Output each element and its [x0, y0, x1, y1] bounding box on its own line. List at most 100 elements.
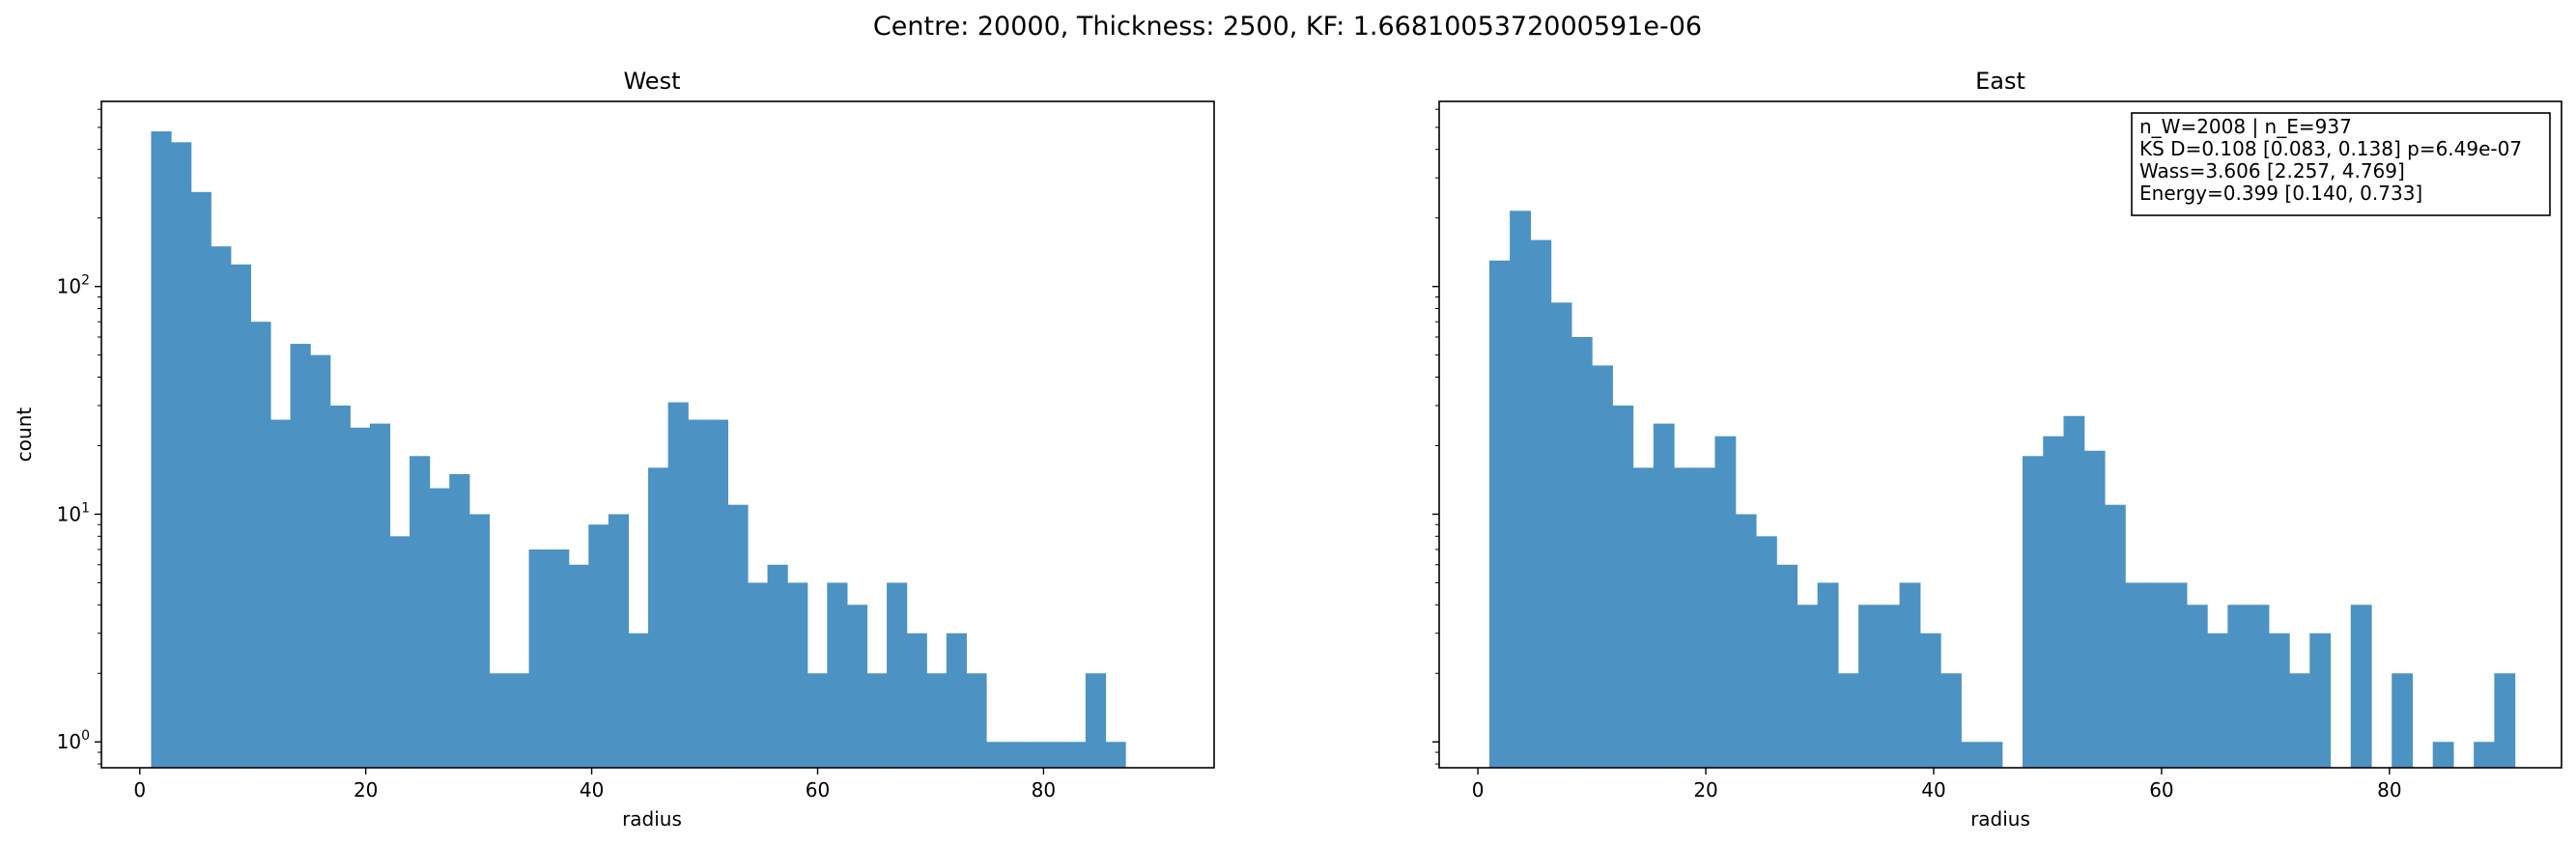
histogram-bar — [389, 536, 410, 768]
histogram-bar — [2023, 456, 2044, 768]
histogram-bar — [1674, 467, 1695, 768]
histogram-bar — [2227, 605, 2250, 768]
histogram-bar — [1105, 742, 1126, 768]
histogram-bar — [1735, 514, 1757, 768]
y-tick-label: 101 — [57, 500, 90, 525]
histogram-bar — [2043, 436, 2065, 768]
stats-line-wass: Wass=3.606 [2.257, 4.769] — [2139, 159, 2405, 183]
histogram-bar — [1045, 742, 1066, 768]
histogram-bar — [211, 246, 232, 768]
stats-line-counts: n_W=2008 | n_E=937 — [2139, 115, 2352, 138]
histogram-bar — [747, 582, 769, 768]
histogram-bar — [528, 549, 550, 768]
histogram-bar — [1085, 673, 1107, 768]
histogram-bar — [1632, 467, 1655, 768]
histogram-bar — [410, 456, 431, 768]
histogram-bar — [449, 473, 470, 768]
histogram-bar — [1817, 582, 1839, 768]
histogram-bar — [688, 419, 709, 768]
histogram-bar — [329, 405, 351, 768]
stats-line-energy: Energy=0.399 [0.140, 0.733] — [2139, 182, 2422, 205]
histogram-bar — [1755, 536, 1777, 768]
x-tick-label: 80 — [2377, 778, 2401, 802]
east-x-axis-label: radius — [1970, 807, 2030, 831]
histogram-bar — [1694, 467, 1716, 768]
histogram-bar — [1837, 673, 1859, 768]
stats-line-ks: KS D=0.108 [0.083, 0.138] p=6.49e-07 — [2139, 137, 2522, 160]
histogram-bar — [767, 564, 788, 768]
histogram-bar — [290, 344, 311, 768]
east-bars — [1488, 211, 2516, 769]
histogram-bar — [2166, 582, 2188, 768]
y-tick-label: 100 — [57, 728, 90, 753]
histogram-bar — [350, 427, 371, 768]
x-tick-label: 40 — [580, 778, 604, 802]
x-tick-label: 80 — [1032, 778, 1056, 802]
histogram-bar — [2268, 633, 2290, 768]
east-title: East — [1975, 68, 2025, 95]
histogram-bar — [2186, 605, 2208, 768]
stats-legend-box: n_W=2008 | n_E=937 KS D=0.108 [0.083, 0.… — [2131, 112, 2551, 216]
histogram-bar — [1879, 605, 1901, 768]
histogram-bar — [1592, 365, 1613, 768]
histogram-bar — [549, 549, 570, 768]
histogram-bar — [807, 673, 828, 768]
histogram-bar — [1776, 564, 1798, 768]
x-tick-label: 60 — [806, 778, 830, 802]
histogram-bar — [1858, 605, 1880, 768]
histogram-bar — [2392, 673, 2414, 768]
histogram-bar — [787, 582, 808, 768]
histogram-bar — [2432, 742, 2454, 768]
histogram-bar — [2350, 605, 2372, 768]
histogram-bar — [608, 514, 630, 768]
histogram-bar — [1612, 405, 1634, 768]
x-tick-label: 60 — [2149, 778, 2173, 802]
histogram-bar — [2309, 633, 2332, 768]
histogram-bar — [1550, 302, 1572, 768]
histogram-bar — [1530, 239, 1552, 769]
y-tick-label: 102 — [57, 273, 90, 298]
histogram-bar — [628, 633, 649, 768]
histogram-bar — [2248, 605, 2270, 768]
histogram-bar — [727, 504, 749, 768]
histogram-bar — [985, 742, 1007, 768]
histogram-bar — [866, 673, 888, 768]
histogram-bar — [2104, 504, 2126, 768]
east-panel: East 0 20 40 60 80 radius n_W=2008 | n_E=937… — [1432, 68, 2562, 831]
histogram-bar — [2207, 633, 2228, 768]
histogram-bar — [1065, 742, 1087, 768]
x-tick-label: 20 — [1693, 778, 1717, 802]
west-y-axis: 100 101 102 — [57, 108, 101, 765]
histogram-bar — [2474, 742, 2495, 768]
west-x-axis-label: radius — [622, 807, 682, 831]
histogram-bar — [2289, 673, 2310, 768]
west-title: West — [623, 68, 680, 95]
histogram-bar — [190, 191, 212, 768]
histogram-bar — [2125, 582, 2147, 768]
x-tick-label: 20 — [354, 778, 378, 802]
east-y-axis — [1432, 108, 1439, 765]
histogram-bar — [887, 582, 908, 768]
histogram-bar — [2083, 450, 2106, 768]
west-x-axis: 0 20 40 60 80 — [133, 768, 1056, 802]
histogram-bar — [946, 633, 968, 768]
histogram-bar — [1653, 423, 1675, 768]
histogram-bar — [269, 419, 292, 768]
histogram-bar — [648, 467, 669, 768]
histogram-bar — [230, 264, 251, 768]
east-plot-frame — [1438, 100, 2562, 769]
histogram-bar — [1899, 582, 1921, 768]
histogram-bar — [250, 322, 271, 768]
histogram-bar — [906, 633, 927, 768]
west-plot-frame — [100, 100, 1215, 769]
histogram-bar — [1714, 436, 1737, 768]
histogram-bar — [1510, 211, 1531, 768]
histogram-bar — [489, 673, 510, 768]
histogram-bar — [1940, 673, 1962, 768]
histogram-bar — [171, 142, 192, 769]
histogram-bar — [2063, 415, 2085, 768]
east-x-axis: 0 20 40 60 80 — [1472, 768, 2402, 802]
histogram-bar — [1919, 633, 1941, 768]
x-tick-label: 0 — [1472, 778, 1485, 802]
